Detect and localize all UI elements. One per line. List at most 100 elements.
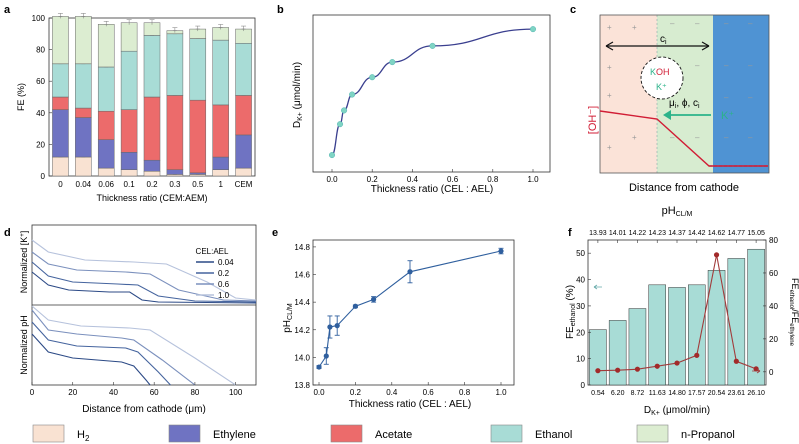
- panel-f-left-ytick-label: 40: [576, 276, 585, 285]
- panel-b-point-6: [429, 42, 436, 49]
- panel-e-connecting-line: [318, 250, 502, 368]
- panel-d-k-line-0.04: [31, 271, 257, 304]
- panel-a-bar-n-propanol-3: [120, 22, 138, 52]
- panel-f-right-axis-arrow: [752, 368, 761, 374]
- panel-c-diagram: + +++++– – – –– – –– –– –– – ci KOH K⁺ KOH μi, ϕ,…: [587, 14, 770, 194]
- panel-f-xtick-label: 6.20: [611, 390, 625, 397]
- legend-label-2: Acetate: [375, 429, 412, 441]
- panel-a-bar-h2-4: [143, 171, 161, 177]
- panel-e-point-6: [407, 269, 413, 275]
- panel-a-bar-ethanol-4: [143, 35, 161, 98]
- panel-d-ph-line-1.0: [31, 305, 236, 386]
- panel-a-xtick-label: 0.1: [124, 180, 136, 189]
- panel-a-ytick-label: 80: [36, 46, 45, 55]
- panel-a-bar-h2-3: [120, 169, 138, 177]
- panel-a-bar-ethanol-6: [189, 38, 207, 101]
- panel-e-ytick-label: 14.6: [294, 271, 310, 280]
- panel-e-ylabel: pHCL/M: [282, 303, 294, 333]
- panel-a-bar-n-propanol-8: [235, 28, 252, 44]
- panel-d-legend-title: CEL:AEL: [196, 247, 229, 256]
- panel-a-ytick-label: 100: [32, 14, 46, 23]
- svg-text:–: –: [670, 133, 675, 142]
- panel-f-top-tick-label: 14.62: [708, 230, 726, 237]
- panel-e-point-0: [316, 364, 322, 370]
- panel-f-ylabel-right: FEethanol/FEethylene: [788, 278, 799, 347]
- panel-f-left-axis-arrow: [593, 284, 602, 290]
- panel-f-xtick-label: 17.57: [688, 390, 706, 397]
- panel-f-ratio-point-0: [595, 368, 601, 374]
- panel-a-bar-ethanol-1: [75, 63, 92, 109]
- panel-a-bar-ethanol-2: [97, 66, 115, 112]
- panel-a-xtick-label: 1: [218, 180, 223, 189]
- panel-a-bar-ethanol-8: [235, 43, 252, 96]
- panel-e-xtick-label: 0.4: [386, 388, 398, 397]
- panel-f-top-tick-label: 14.42: [688, 230, 706, 237]
- panel-e-xtick-label: 0.6: [423, 388, 435, 397]
- svg-text:+: +: [607, 23, 612, 32]
- panel-d-legend-label: 0.04: [218, 258, 234, 267]
- panel-label-d: d: [4, 227, 11, 239]
- panel-a-bar-h2-7: [212, 169, 229, 177]
- panel-c-koh-label: KOH: [650, 67, 670, 77]
- panel-d-ph-line-0.04: [31, 333, 151, 386]
- panel-a-bar-n-propanol-0: [52, 16, 69, 65]
- panel-d-k-line-0.2: [31, 261, 257, 303]
- panel-e-xlabel: Thickness ratio (CEL : AEL): [349, 399, 471, 410]
- panel-d-xlabel: Distance from cathode (μm): [82, 404, 206, 415]
- panel-f-top-tick-label: 15.05: [747, 230, 765, 237]
- panel-b-ylabel: DK+ (μmol/min): [292, 62, 304, 128]
- panel-b-xtick-label: 0.6: [447, 175, 459, 184]
- panel-label-b: b: [277, 4, 284, 16]
- panel-f-ratio-point-8: [753, 366, 759, 372]
- panel-f-left-ytick-label: 20: [576, 328, 585, 337]
- panel-b-xtick-label: 0.0: [326, 175, 338, 184]
- panel-a-bar-acetate-6: [189, 99, 207, 174]
- panel-c-koh-text: KOH: [650, 67, 670, 77]
- panel-f-left-ytick-label: 10: [576, 355, 585, 364]
- svg-text:+: +: [607, 91, 612, 100]
- panel-labels: a b c d e f: [4, 4, 576, 239]
- panel-b-xtick-label: 0.4: [407, 175, 419, 184]
- panel-f-ratio-point-2: [634, 366, 641, 372]
- panel-f-right-ytick-label: 0: [769, 368, 774, 377]
- svg-text:–: –: [695, 133, 700, 142]
- panel-a-bar-acetate-2: [97, 110, 115, 140]
- svg-text:–: –: [724, 133, 729, 142]
- panel-f-top-tick-label: 14.01: [609, 230, 627, 237]
- panel-c-flux-label: μi, ϕ, ci: [669, 98, 700, 110]
- panel-d-xtick-label: 80: [190, 388, 199, 397]
- panel-b-point-3: [349, 91, 356, 98]
- panel-a-xtick-label: 0.2: [146, 180, 158, 189]
- panel-a-bar-ethylene-3: [120, 152, 138, 170]
- panel-b-xlabel: Thickness ratio (CEL : AEL): [371, 184, 493, 195]
- panel-c-cathode-region: [600, 15, 657, 173]
- panel-label-a: a: [4, 4, 11, 16]
- panel-f-top-tick-label: 14.77: [728, 230, 746, 237]
- panel-b-point-7: [530, 26, 537, 33]
- panel-e-point-5: [371, 296, 377, 302]
- panel-e-ytick-label: 14.2: [294, 326, 310, 335]
- svg-text:–: –: [748, 133, 753, 142]
- panel-d-xtick-label: 60: [150, 388, 159, 397]
- panel-f-ratio-point-3: [654, 363, 660, 369]
- panel-c-ion-circle: [640, 56, 684, 100]
- panel-f-bar-line-chart: 0 10 20 30 40 50 0 20 40 60 80 0.54 13.93 6.20 14.01 8.…: [565, 205, 799, 417]
- panel-e-xtick-label: 0.8: [459, 388, 471, 397]
- panel-a-bar-h2-2: [97, 167, 115, 177]
- panel-b-point-0: [329, 152, 336, 159]
- panel-f-bar-8: [747, 248, 765, 386]
- panel-f-ratio-point-7: [733, 358, 739, 364]
- panel-d-k-line-0.6: [31, 251, 257, 302]
- panel-f-bar-3: [648, 284, 666, 386]
- panel-f-ratio-point-1: [615, 367, 621, 373]
- panel-c-frame: [599, 14, 770, 174]
- panel-a-ytick-label: 0: [41, 172, 46, 181]
- panel-e-scatter-chart: 13.8 14.0 14.2 14.4 14.6 14.8 0.0 0.2 0.4 0.6 0.8 1…: [282, 239, 515, 410]
- panel-a-bar-acetate-7: [212, 104, 229, 158]
- panel-e-point-1: [323, 353, 329, 359]
- panel-e-point-2: [327, 324, 333, 330]
- panel-b-line-chart: 0.0 0.2 0.4 0.6 0.8 1.0 Thickness ratio (CEL …: [292, 14, 551, 195]
- svg-text:–: –: [748, 19, 753, 28]
- panel-a-bar-ethanol-0: [52, 63, 69, 98]
